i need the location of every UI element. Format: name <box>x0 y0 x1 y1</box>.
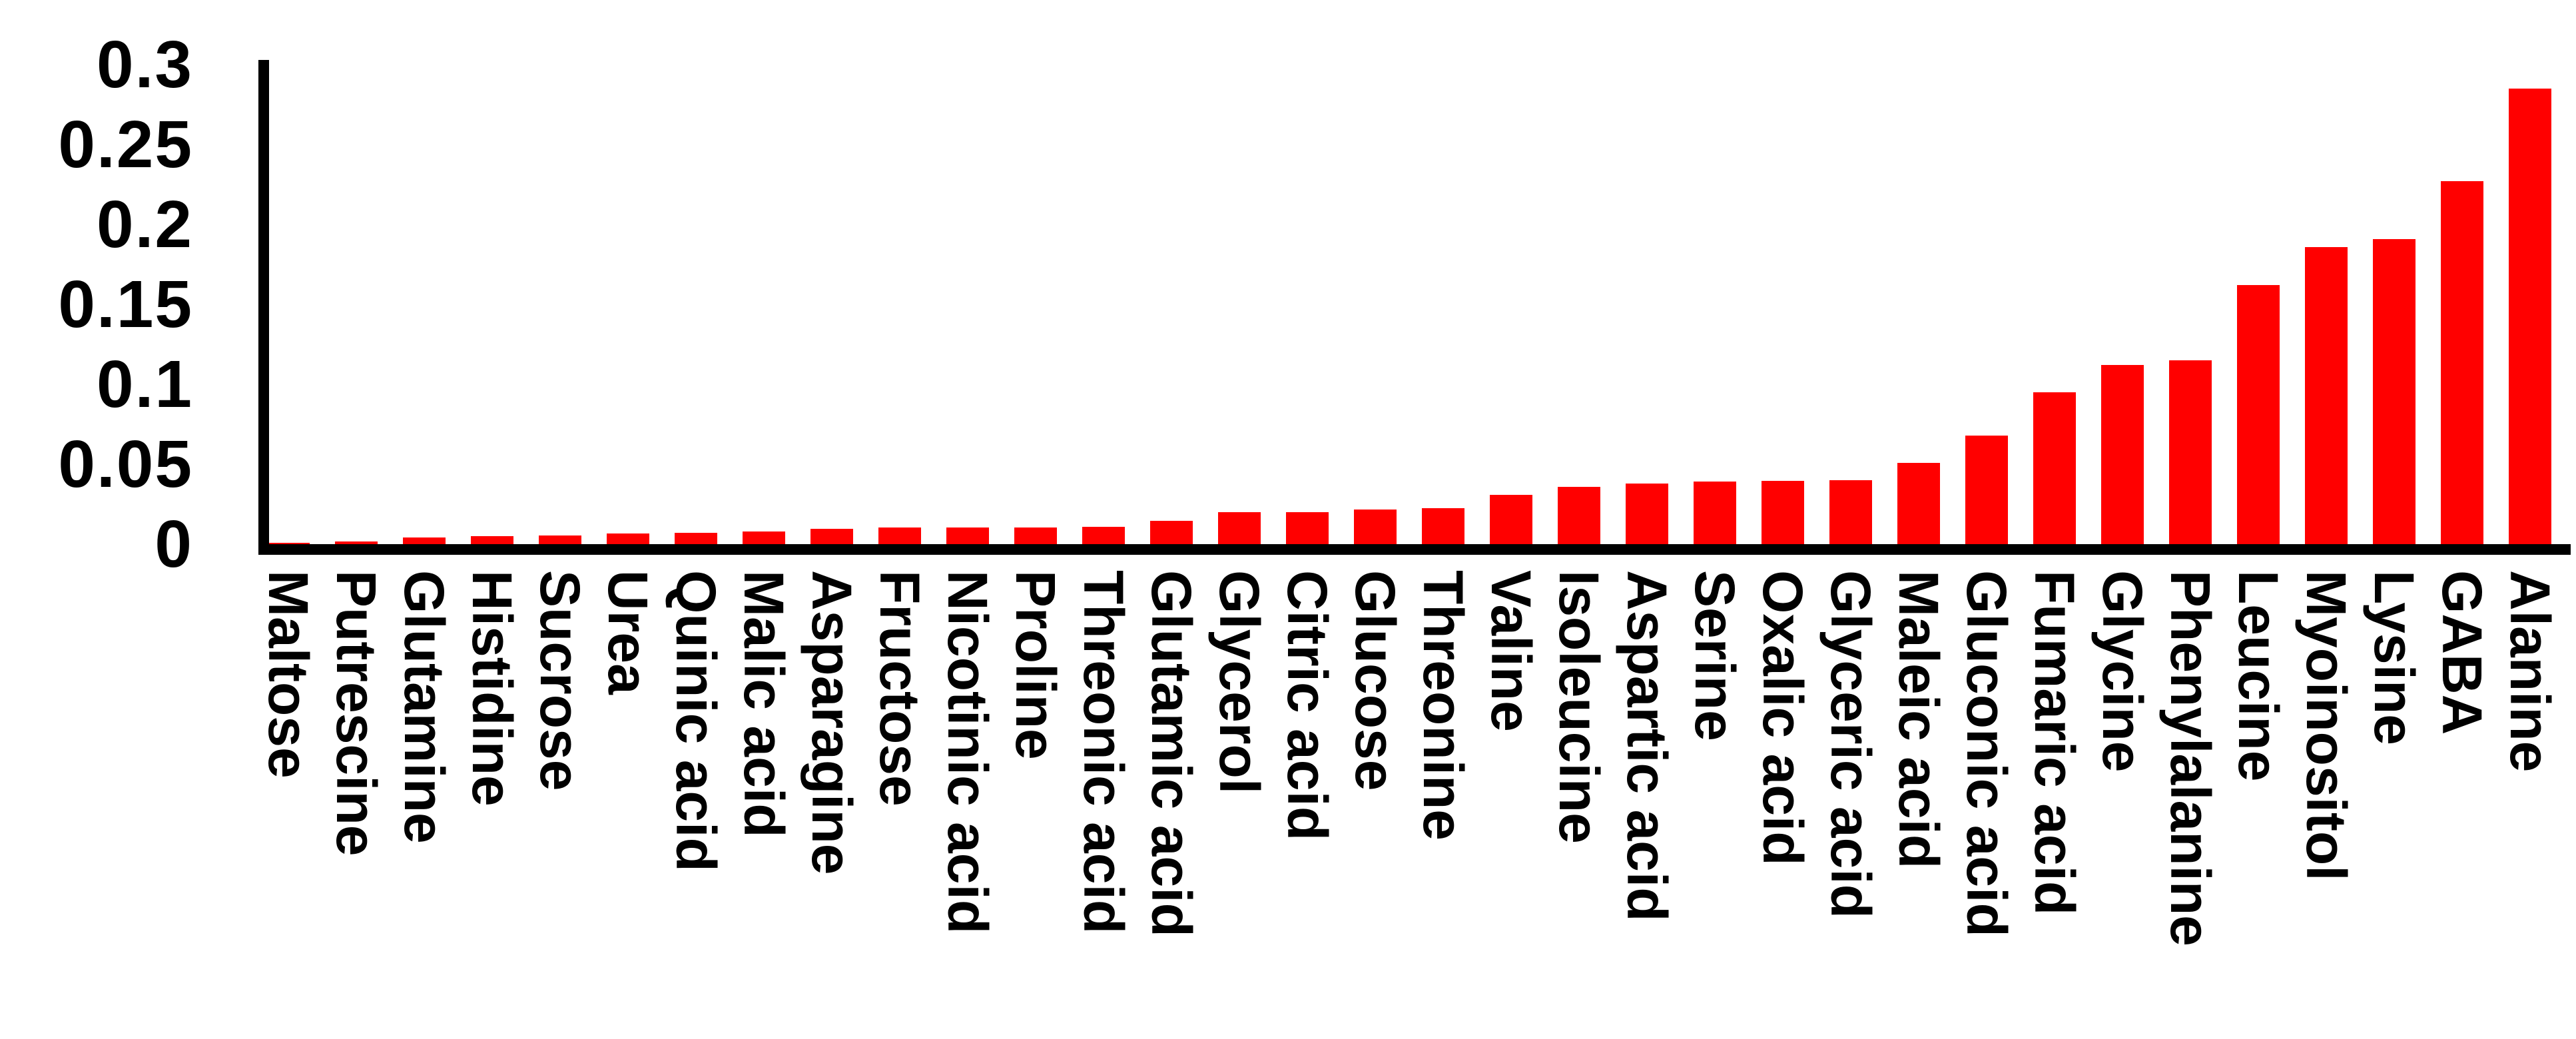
bar-gluconic-acid <box>1965 436 2008 552</box>
x-axis-label: Aspartic acid <box>1616 570 1678 922</box>
bar-oxalic-acid <box>1762 481 1804 552</box>
bar-phenylalanine <box>2169 360 2212 552</box>
x-axis-label: Glucose <box>1344 570 1407 791</box>
bar-leucine <box>2237 285 2280 552</box>
x-axis-label: Proline <box>1004 570 1067 760</box>
x-axis-label: Serine <box>1684 570 1746 741</box>
bar-glyceric-acid <box>1829 480 1872 552</box>
x-axis-label: Leucine <box>2227 570 2290 782</box>
x-axis-label: Lysine <box>2363 570 2425 745</box>
bar-gaba <box>2441 181 2483 552</box>
x-axis-label: Nicotinic acid <box>936 570 999 934</box>
x-axis-label: Alanine <box>2499 570 2561 773</box>
y-axis-tick-label: 0.1 <box>96 347 193 422</box>
bar-valine <box>1490 495 1532 552</box>
x-axis-label: Malic acid <box>733 570 795 838</box>
x-axis-line <box>258 544 2571 555</box>
y-axis-tick-label: 0 <box>155 507 193 581</box>
x-axis-label: Phenylalanine <box>2159 570 2222 946</box>
x-axis-label: Histidine <box>461 570 523 807</box>
x-axis-label: Threonic acid <box>1072 570 1135 934</box>
x-axis-label: Glutamic acid <box>1140 570 1203 937</box>
bar-lysine <box>2373 239 2415 552</box>
bar-glycine <box>2101 365 2144 552</box>
x-axis-label: Urea <box>597 570 659 695</box>
x-axis-label: Valine <box>1480 570 1542 732</box>
bar-isoleucine <box>1558 487 1600 552</box>
x-axis-label: Maleic acid <box>1887 570 1950 869</box>
x-axis-label: Sucrose <box>529 570 591 791</box>
y-axis-tick-label: 0.2 <box>96 187 193 262</box>
x-axis-label: Citric acid <box>1276 570 1339 841</box>
x-axis-label: Maltose <box>257 570 320 779</box>
x-axis-label: Quinic acid <box>665 570 727 872</box>
x-axis-label: Threonine <box>1412 570 1474 841</box>
y-axis-tick-label: 0.15 <box>58 267 193 342</box>
x-axis-label: Gluconic acid <box>1955 570 2018 937</box>
x-axis-label: Putrescine <box>325 570 388 857</box>
x-axis-label: Glycerol <box>1208 570 1271 795</box>
x-axis-label: Myoinositol <box>2295 570 2358 881</box>
bar-myoinositol <box>2305 247 2348 552</box>
x-axis-label: Glutamine <box>393 570 456 844</box>
x-axis-label: Glycine <box>2091 570 2154 773</box>
x-axis-label: Isoleucine <box>1548 570 1610 844</box>
y-axis-tick-label: 0.3 <box>96 27 193 102</box>
x-axis-label: Fumaric acid <box>2023 570 2086 916</box>
x-axis-label: Oxalic acid <box>1752 570 1814 866</box>
x-axis-label: GABA <box>2431 570 2493 735</box>
bar-alanine <box>2509 89 2551 552</box>
x-axis-label: Fructose <box>868 570 931 807</box>
bar-fumaric-acid <box>2033 392 2076 552</box>
y-axis-tick-label: 0.25 <box>58 107 193 182</box>
x-axis-label: Asparagine <box>801 570 863 875</box>
bar-maleic-acid <box>1897 463 1940 552</box>
y-axis-line <box>258 60 269 555</box>
bar-serine <box>1694 482 1736 552</box>
y-axis-tick-label: 0.05 <box>58 427 193 502</box>
x-axis-label: Glyceric acid <box>1819 570 1882 918</box>
bar-aspartic-acid <box>1626 484 1668 552</box>
